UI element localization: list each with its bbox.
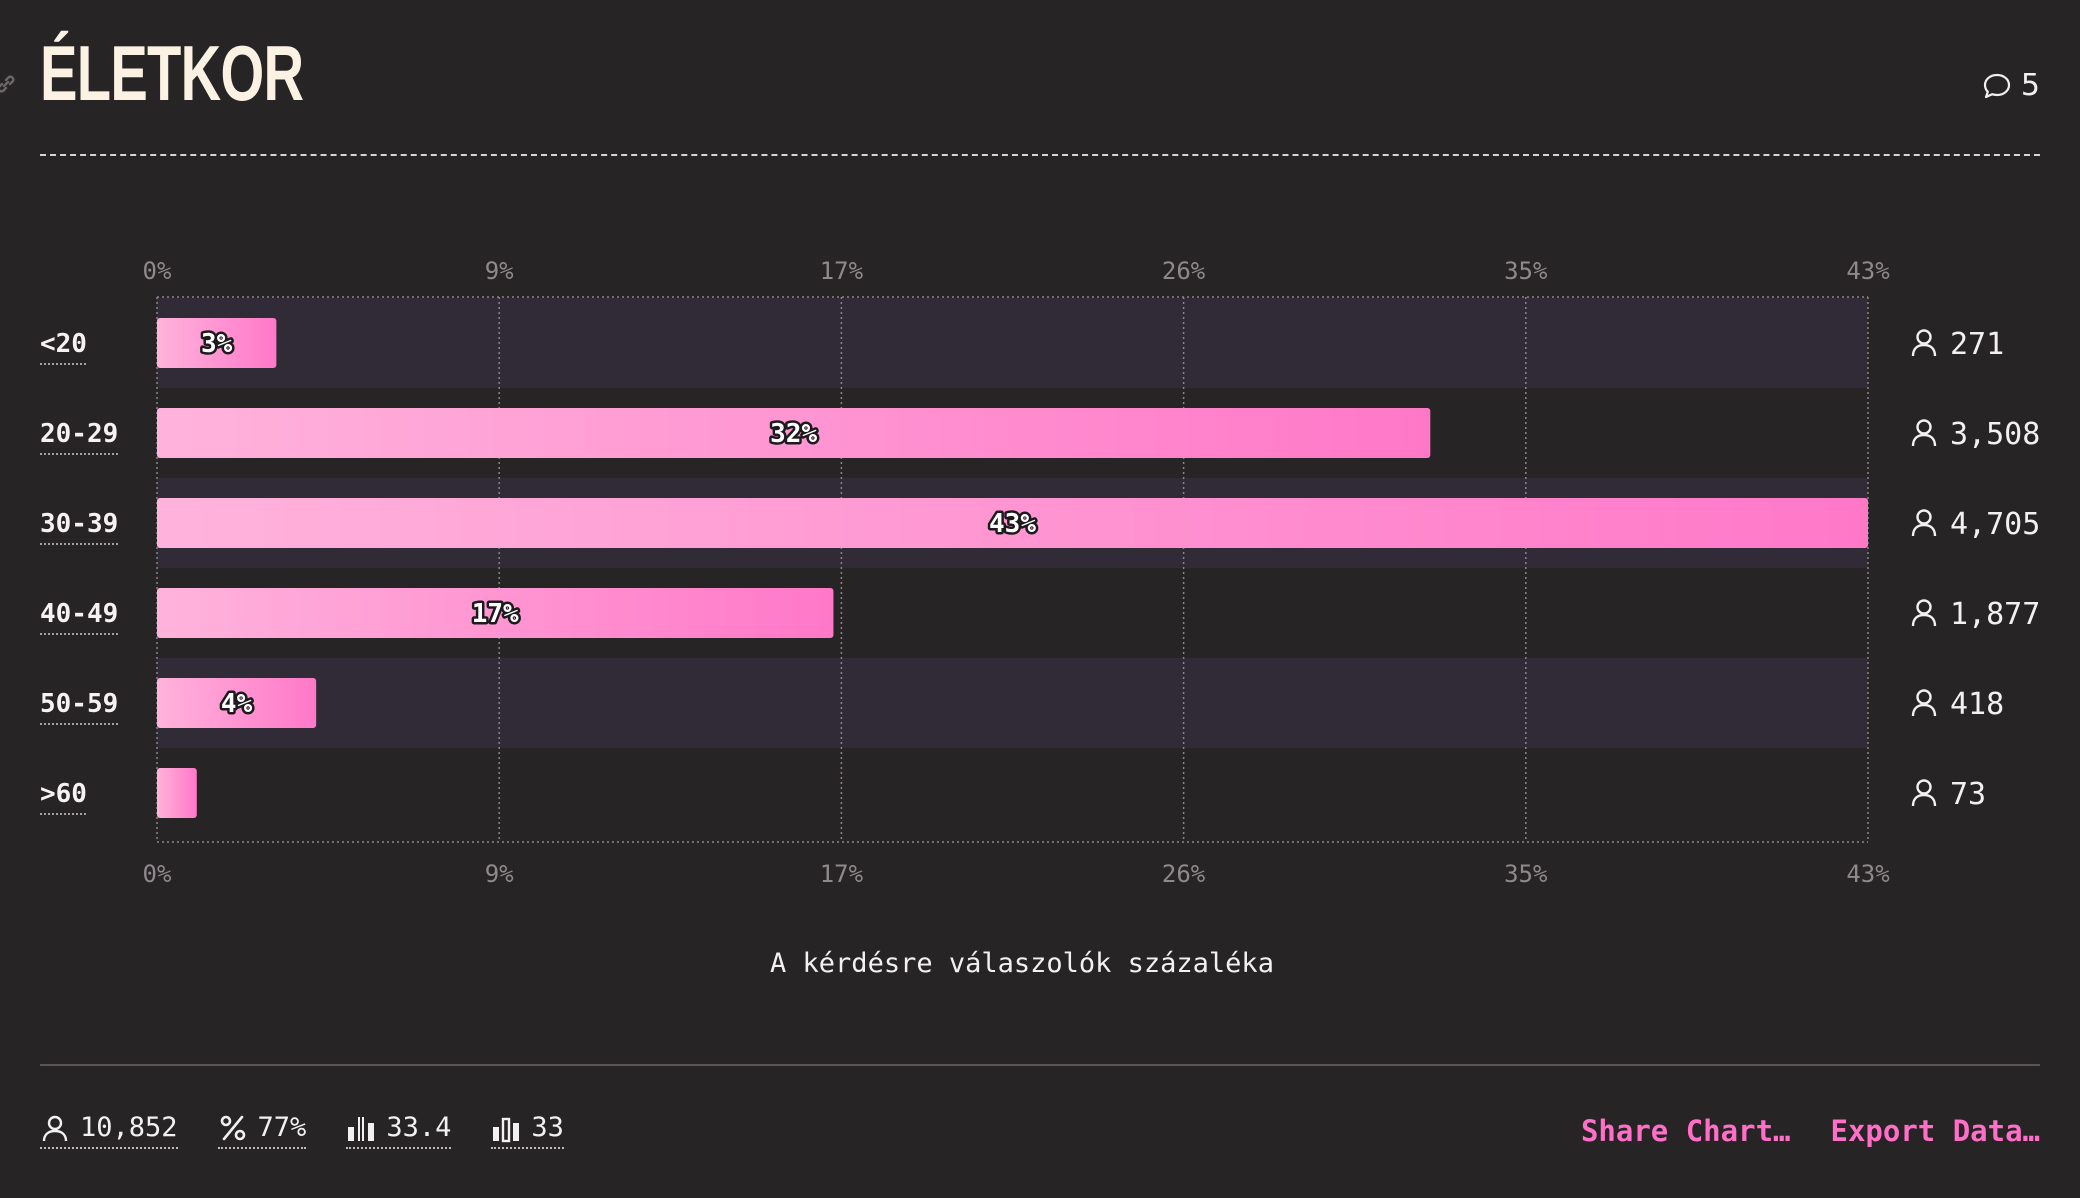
person-icon bbox=[1911, 419, 1937, 447]
link-icon[interactable] bbox=[0, 72, 18, 96]
person-icon bbox=[1911, 779, 1937, 807]
person-icon bbox=[1911, 599, 1937, 627]
x-tick-label-top: 35% bbox=[1504, 257, 1548, 285]
comment-icon bbox=[1983, 73, 2011, 98]
bar-row[interactable] bbox=[157, 678, 317, 728]
respondent-count: 3,508 bbox=[1950, 417, 2040, 452]
percent-icon bbox=[220, 1115, 245, 1140]
share-chart-link[interactable]: Share Chart… bbox=[1580, 1114, 1791, 1148]
category-label[interactable]: 20-29 bbox=[40, 419, 118, 449]
respondent-count: 4,705 bbox=[1950, 507, 2040, 542]
footer-divider bbox=[40, 1064, 2040, 1066]
bar-value-label: 3% bbox=[201, 329, 233, 359]
x-tick-label-bottom: 0% bbox=[143, 860, 172, 888]
bar-row[interactable] bbox=[157, 318, 277, 368]
person-icon bbox=[42, 1115, 68, 1141]
category-label[interactable]: 40-49 bbox=[40, 599, 118, 629]
stat-value: 10,852 bbox=[80, 1112, 178, 1143]
bar-value-label: 17% bbox=[472, 599, 519, 629]
category-label[interactable]: <20 bbox=[40, 329, 87, 359]
x-tick-label-top: 43% bbox=[1846, 257, 1890, 285]
bar-row[interactable] bbox=[157, 768, 197, 818]
x-tick-label-top: 0% bbox=[143, 257, 172, 285]
category-label[interactable]: 30-39 bbox=[40, 509, 118, 539]
stat-mean[interactable]: 33.4 bbox=[346, 1112, 452, 1149]
respondent-count: 271 bbox=[1950, 327, 2004, 362]
x-tick-label-bottom: 17% bbox=[820, 860, 864, 888]
respondent-count: 73 bbox=[1950, 777, 1986, 812]
x-tick-label-bottom: 9% bbox=[485, 860, 514, 888]
bar[interactable] bbox=[157, 768, 197, 818]
bar-row[interactable] bbox=[157, 498, 1868, 548]
bar[interactable] bbox=[157, 408, 1431, 458]
bar-row[interactable] bbox=[157, 588, 834, 638]
bar-value-label: 4% bbox=[221, 689, 253, 719]
category-label[interactable]: >60 bbox=[40, 779, 87, 809]
footer-actions: Share Chart… Export Data… bbox=[1581, 1114, 2040, 1148]
stat-median[interactable]: 33 bbox=[491, 1112, 564, 1149]
respondent-count: 1,877 bbox=[1950, 597, 2040, 632]
x-tick-label-bottom: 35% bbox=[1504, 860, 1548, 888]
bar-chart-median-icon bbox=[493, 1117, 520, 1142]
bar-value-label: 32% bbox=[770, 419, 817, 449]
comments-button[interactable]: 5 bbox=[1981, 68, 2040, 103]
stat-value: 33 bbox=[531, 1112, 564, 1143]
footer-stats: 10,852 77% 33.4 33 bbox=[40, 1112, 564, 1149]
stat-response-rate[interactable]: 77% bbox=[217, 1112, 307, 1149]
export-data-link[interactable]: Export Data… bbox=[1830, 1114, 2040, 1148]
person-icon bbox=[1911, 689, 1937, 717]
category-label[interactable]: 50-59 bbox=[40, 689, 118, 719]
x-tick-label-top: 26% bbox=[1162, 257, 1206, 285]
stat-value: 77% bbox=[257, 1112, 307, 1143]
bar-chart-mean-icon bbox=[348, 1112, 375, 1143]
bar[interactable] bbox=[157, 498, 1868, 548]
x-tick-label-bottom: 43% bbox=[1846, 860, 1890, 888]
row-stripe bbox=[157, 658, 1868, 748]
x-axis-title: A kérdésre válaszolók százaléka bbox=[770, 948, 1274, 979]
bar[interactable] bbox=[157, 678, 317, 728]
comments-count: 5 bbox=[2020, 68, 2040, 103]
respondent-count: 418 bbox=[1950, 687, 2004, 722]
bar-value-label: 43% bbox=[989, 509, 1036, 539]
header-divider bbox=[40, 154, 2040, 156]
row-stripe bbox=[157, 298, 1868, 388]
page-title: ÉLETKOR bbox=[40, 29, 304, 117]
bar[interactable] bbox=[157, 588, 834, 638]
person-icon bbox=[1911, 509, 1937, 537]
x-tick-label-top: 9% bbox=[485, 257, 514, 285]
person-icon bbox=[1911, 329, 1937, 357]
x-tick-label-bottom: 26% bbox=[1162, 860, 1206, 888]
stat-respondents[interactable]: 10,852 bbox=[40, 1112, 178, 1149]
bar-row[interactable] bbox=[157, 408, 1431, 458]
bar[interactable] bbox=[157, 318, 277, 368]
x-tick-label-top: 17% bbox=[820, 257, 864, 285]
stat-value: 33.4 bbox=[386, 1112, 452, 1143]
